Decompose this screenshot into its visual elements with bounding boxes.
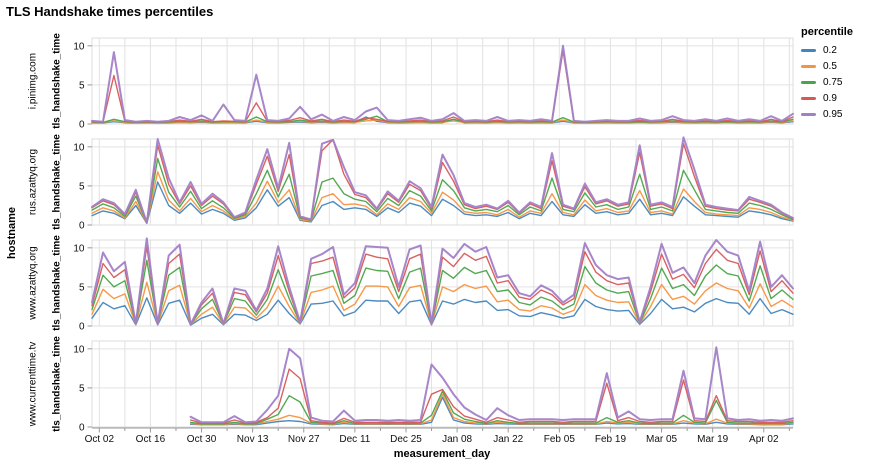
svg-text:0: 0 [79, 423, 85, 434]
svg-text:Feb 05: Feb 05 [544, 434, 576, 445]
legend-label: 0.9 [823, 93, 837, 104]
svg-text:10: 10 [73, 142, 85, 153]
y-axis-title-facet-3: tls_handshake_time [51, 235, 63, 331]
legend-label: 0.95 [823, 109, 843, 120]
svg-text:Dec 11: Dec 11 [339, 434, 370, 445]
legend-swatch-icon [801, 49, 816, 52]
svg-text:Oct 02: Oct 02 [85, 434, 115, 445]
facet-label-www-currenttime-tv: www.currenttime.tv [27, 341, 39, 427]
legend: percentile 0.2 0.5 0.75 0.9 0.95 [801, 26, 853, 125]
svg-text:Apr 02: Apr 02 [749, 434, 779, 445]
svg-text:Jan 08: Jan 08 [442, 434, 472, 445]
y-axis-title-facet-4: tls_handshake_time [51, 336, 63, 432]
svg-text:10: 10 [73, 41, 85, 52]
svg-text:0: 0 [79, 221, 85, 232]
svg-text:5: 5 [79, 383, 85, 394]
svg-text:Nov 13: Nov 13 [237, 434, 269, 445]
svg-text:Jan 22: Jan 22 [493, 434, 523, 445]
svg-text:Oct 16: Oct 16 [136, 434, 166, 445]
legend-swatch-icon [801, 97, 816, 100]
svg-text:5: 5 [79, 181, 85, 192]
legend-title: percentile [801, 26, 853, 38]
legend-label: 0.5 [823, 61, 837, 72]
svg-text:0: 0 [79, 120, 85, 131]
page-title: TLS Handshake times percentiles [6, 4, 214, 19]
svg-text:Oct 30: Oct 30 [187, 434, 217, 445]
legend-swatch-icon [801, 113, 816, 116]
legend-item: 0.75 [801, 77, 853, 88]
svg-text:Dec 25: Dec 25 [390, 434, 422, 445]
x-axis-title: measurement_day [393, 448, 491, 460]
y-axis-title-facet-2: tls_handshake_time [51, 134, 63, 230]
legend-swatch-icon [801, 65, 816, 68]
legend-label: 0.2 [823, 45, 837, 56]
svg-text:5: 5 [79, 282, 85, 293]
legend-label: 0.75 [823, 77, 843, 88]
svg-text:Feb 19: Feb 19 [595, 434, 627, 445]
legend-item: 0.2 [801, 45, 853, 56]
facet-label-www-azattyq-org: www.azattyq.org [27, 246, 39, 320]
facet-label-i-pinimg-com: i.pinimg.com [27, 52, 39, 110]
svg-text:10: 10 [73, 344, 85, 355]
legend-item: 0.9 [801, 93, 853, 104]
svg-text:Mar 19: Mar 19 [697, 434, 729, 445]
y-axis-title-facet-1: tls_handshake_time [51, 33, 63, 129]
svg-text:5: 5 [79, 80, 85, 91]
svg-text:Mar 05: Mar 05 [646, 434, 678, 445]
facet-label-rus-azattyq-org: rus.azattyq.org [27, 148, 39, 216]
legend-item: 0.5 [801, 61, 853, 72]
svg-text:0: 0 [79, 322, 85, 333]
legend-item: 0.95 [801, 109, 853, 120]
svg-text:Nov 27: Nov 27 [288, 434, 320, 445]
svg-text:10: 10 [73, 243, 85, 254]
hostname-axis-label: hostname [6, 207, 18, 259]
legend-swatch-icon [801, 81, 816, 84]
